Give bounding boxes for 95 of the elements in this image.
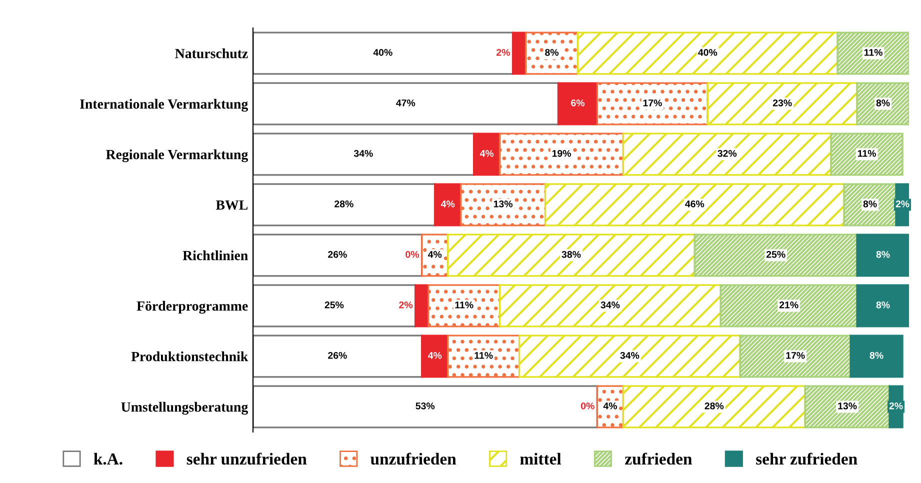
bar: [739, 334, 852, 378]
data-label: 17%: [643, 100, 662, 106]
data-label: 2%: [496, 48, 510, 56]
bar: [720, 284, 858, 328]
bar: [512, 32, 527, 75]
data-label: 6%: [571, 99, 585, 106]
bar: [498, 132, 624, 176]
data-label: 28%: [704, 402, 724, 410]
data-label: 0%: [406, 250, 420, 258]
y-tick-label: Förderprogramme: [136, 300, 248, 314]
bar: [856, 234, 909, 277]
data-label: 4%: [428, 352, 442, 359]
data-label: 2%: [896, 200, 910, 208]
y-tick-label: Internationale Vermarktung: [80, 98, 248, 112]
data-label: 17%: [786, 352, 805, 359]
bar: [622, 385, 806, 428]
data-label: 11%: [864, 49, 882, 56]
bar: [253, 334, 423, 378]
legend-label: sehr unzufrieden: [186, 452, 307, 465]
bar: [253, 284, 416, 328]
y-tick-label: Richtlinien: [182, 250, 248, 260]
data-label: 26%: [328, 352, 347, 359]
data-label: 26%: [328, 250, 347, 258]
bar: [253, 82, 560, 126]
bar: [576, 32, 838, 75]
bar: [596, 82, 708, 126]
bar: [524, 32, 579, 75]
bar: [694, 234, 858, 277]
data-label: 4%: [480, 150, 494, 157]
bar: [447, 234, 696, 277]
bar: [850, 334, 904, 378]
data-label: 2%: [889, 402, 903, 410]
data-label: 8%: [876, 301, 890, 308]
y-tick-label: Naturschutz: [175, 48, 248, 58]
bar: [836, 32, 909, 75]
data-label: 4%: [603, 402, 617, 410]
bar: [460, 183, 546, 226]
bar: [856, 284, 909, 328]
data-label: 47%: [396, 100, 416, 106]
data-label: 8%: [545, 48, 559, 56]
y-tick-label: Produktionstechnik: [131, 351, 248, 362]
data-label: 13%: [838, 402, 857, 410]
bar: [498, 284, 722, 328]
bar: [830, 132, 904, 176]
data-label: 32%: [718, 150, 737, 157]
bar: [518, 334, 741, 378]
data-label: 21%: [779, 301, 798, 308]
bar: [544, 183, 845, 226]
bar: [706, 82, 858, 126]
data-label: 28%: [334, 200, 354, 208]
bar: [253, 234, 423, 277]
legend-label: mittel: [520, 452, 562, 465]
data-label: 25%: [324, 301, 344, 308]
legend-label: sehr zufrieden: [756, 452, 858, 465]
data-label: 38%: [562, 250, 581, 258]
bar: [557, 82, 598, 126]
bar: [428, 284, 501, 328]
data-label: 4%: [440, 200, 455, 208]
bar: [804, 385, 890, 428]
y-tick-label: Umstellungsberatung: [121, 402, 248, 415]
data-label: 8%: [876, 250, 890, 258]
bar: [253, 32, 514, 75]
data-label: 13%: [494, 200, 513, 208]
legend-label: k.A.: [94, 452, 122, 465]
data-label: 40%: [373, 48, 392, 56]
bar: [253, 183, 436, 226]
data-label: 11%: [858, 150, 876, 157]
bar: [253, 132, 475, 176]
legend-label: zufrieden: [625, 452, 692, 465]
bar: [622, 132, 832, 176]
data-label: 34%: [600, 301, 620, 308]
data-label: 40%: [698, 48, 718, 56]
y-tick-label: BWL: [216, 200, 248, 210]
data-label: 8%: [870, 352, 884, 359]
data-label: 23%: [772, 99, 792, 106]
data-label: 2%: [399, 301, 413, 308]
data-label: 19%: [552, 150, 571, 157]
bar: [414, 284, 430, 328]
bar: [856, 82, 909, 126]
data-label: 8%: [876, 99, 890, 106]
data-label: 0%: [580, 402, 594, 410]
bar: [253, 385, 598, 428]
bar: [843, 183, 897, 226]
data-label: 11%: [455, 302, 474, 308]
data-label: 34%: [354, 150, 373, 157]
data-label: 4%: [428, 251, 442, 258]
legend-label: unzufrieden: [370, 452, 456, 465]
data-label: 46%: [685, 200, 704, 208]
bar: [447, 334, 520, 378]
data-label: 34%: [620, 352, 640, 359]
data-label: 25%: [766, 250, 786, 258]
y-tick-label: Regionale Vermarktung: [106, 149, 248, 162]
data-label: 8%: [863, 200, 877, 208]
data-label: 11%: [474, 352, 493, 359]
data-label: 53%: [416, 402, 435, 410]
